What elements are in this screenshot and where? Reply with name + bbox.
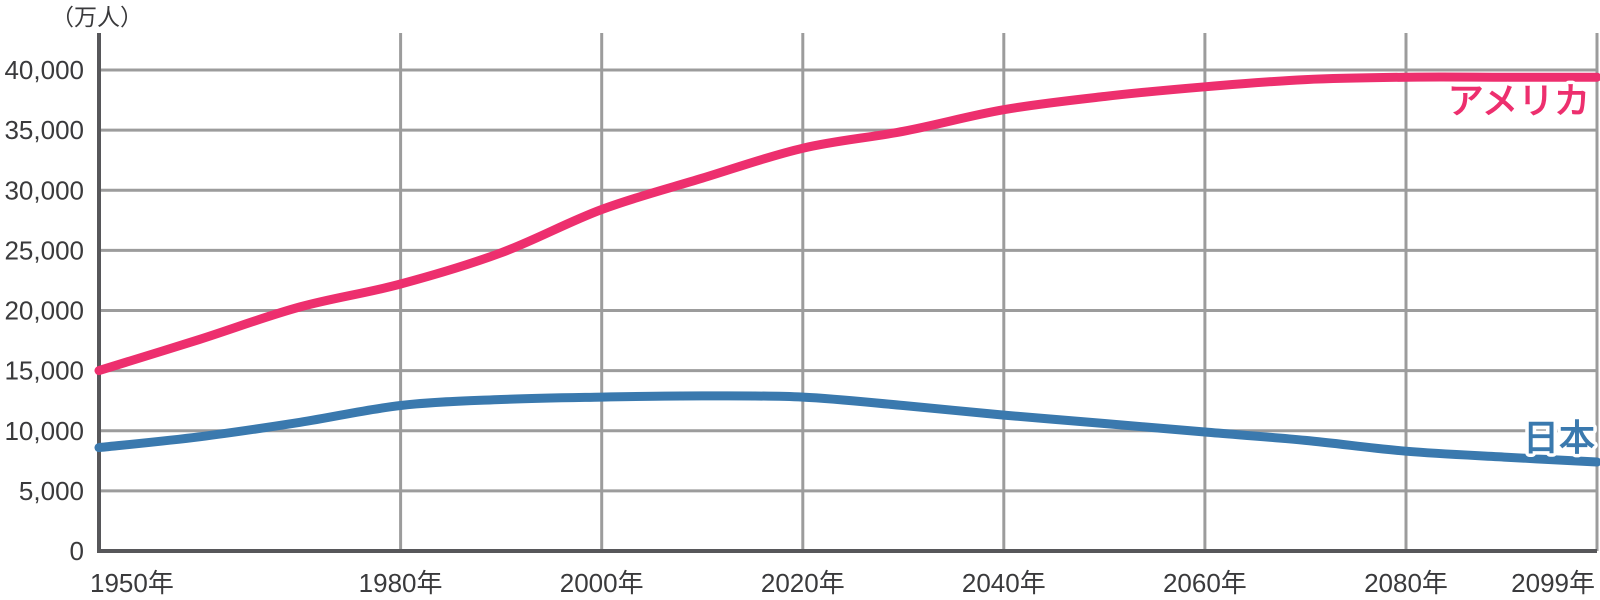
x-tick-label-2040: 2040年 <box>962 568 1046 598</box>
x-tick-label-2000: 2000年 <box>560 568 644 598</box>
axes <box>97 33 1597 553</box>
y-tick-label-15000: 15,000 <box>4 356 84 386</box>
y-tick-label-10000: 10,000 <box>4 416 84 446</box>
y-tick-label-30000: 30,000 <box>4 175 84 205</box>
x-tick-label-2080: 2080年 <box>1364 568 1448 598</box>
y-axis-unit-label: （万人） <box>51 4 143 30</box>
y-tick-label-35000: 35,000 <box>4 115 84 145</box>
x-tick-label-1950: 1950年 <box>90 568 174 598</box>
x-axis-tick-labels: 1950年 1980年 2000年 2020年 2040年 2060年 2080年 2099年 <box>90 568 1595 598</box>
y-tick-label-40000: 40,000 <box>4 55 84 85</box>
series-label-america: アメリカ <box>1448 80 1590 121</box>
y-tick-label-25000: 25,000 <box>4 235 84 265</box>
series-line-japan <box>94 391 1600 467</box>
y-axis-tick-labels: 0 5,000 10,000 15,000 20,000 25,000 30,000 35,0… <box>4 55 84 566</box>
x-tick-label-1980: 1980年 <box>359 568 443 598</box>
y-tick-label-20000: 20,000 <box>4 296 84 326</box>
x-tick-label-2099: 2099年 <box>1511 568 1595 598</box>
horizontal-gridlines <box>99 68 1597 493</box>
vertical-gridlines <box>399 33 1599 551</box>
y-tick-label-0: 0 <box>70 536 84 566</box>
series-line-america <box>94 72 1600 376</box>
series-label-japan: 日本 <box>1523 417 1595 458</box>
y-tick-label-5000: 5,000 <box>19 476 84 506</box>
x-tick-label-2060: 2060年 <box>1163 568 1247 598</box>
axis-lines <box>97 33 1597 553</box>
x-tick-label-2020: 2020年 <box>761 568 845 598</box>
series-lines <box>94 72 1600 467</box>
